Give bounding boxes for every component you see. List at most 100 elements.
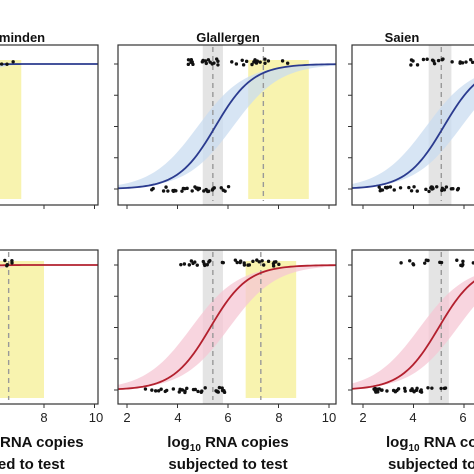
positive-result-point	[266, 59, 271, 63]
negative-result-point	[181, 186, 186, 191]
lod95-interval-yellow	[0, 60, 22, 199]
negative-result-point	[177, 390, 181, 394]
positive-result-point	[5, 264, 9, 268]
panel-3	[0, 249, 99, 408]
negative-result-point	[385, 389, 389, 393]
negative-result-point	[220, 386, 224, 390]
positive-result-point	[424, 258, 429, 262]
positive-result-point	[461, 259, 465, 264]
negative-result-point	[407, 185, 411, 190]
x-axis-label-rest: RNA copies	[201, 434, 289, 451]
negative-result-point	[196, 187, 200, 192]
panel-2: Saien	[348, 30, 474, 209]
negative-result-point	[185, 386, 189, 391]
positive-result-point	[233, 258, 238, 262]
x-tick-label-mid-4: 4	[174, 410, 181, 425]
negative-result-point	[439, 386, 443, 391]
positive-result-point	[261, 263, 266, 267]
positive-result-point	[263, 61, 267, 65]
positive-result-point	[470, 60, 474, 65]
negative-result-point	[193, 185, 197, 189]
negative-result-point	[171, 387, 176, 391]
logistic-fit-curve	[118, 264, 336, 391]
positive-result-point	[459, 263, 463, 268]
positive-result-point	[208, 60, 212, 64]
positive-result-point	[189, 259, 194, 263]
x-axis-label-mid-line1: log10 RNA copies	[167, 434, 288, 454]
negative-result-point	[430, 386, 434, 390]
panel-plot-area	[352, 250, 474, 404]
positive-result-point	[190, 60, 194, 64]
positive-result-point	[439, 260, 444, 265]
positive-result-point	[241, 63, 246, 67]
negative-result-point	[398, 186, 403, 190]
negative-result-point	[412, 390, 416, 394]
positive-result-point	[208, 259, 212, 263]
negative-result-point	[156, 389, 161, 393]
x-axis-label-subscript: 10	[190, 443, 202, 454]
negative-result-point	[222, 388, 226, 393]
positive-result-point	[201, 58, 205, 63]
negative-result-point	[196, 389, 200, 394]
negative-result-point	[165, 388, 169, 393]
positive-result-point	[430, 58, 435, 62]
negative-result-point	[191, 387, 196, 392]
negative-result-point	[202, 189, 206, 193]
positive-result-point	[230, 60, 234, 64]
positive-result-point	[250, 62, 254, 67]
positive-result-point	[263, 57, 267, 61]
negative-result-point	[166, 189, 170, 193]
positive-result-point	[257, 260, 261, 264]
negative-result-point	[216, 390, 220, 394]
negative-result-point	[403, 389, 407, 393]
positive-result-point	[432, 61, 437, 66]
positive-result-point	[409, 58, 414, 62]
logistic-fit-curve	[0, 264, 98, 267]
positive-result-point	[240, 58, 244, 62]
x-axis-label-right-rest: RNA copies	[420, 434, 474, 451]
positive-result-point	[3, 258, 7, 263]
x-tick-label-right-2: 2	[359, 410, 366, 425]
positive-result-point	[266, 259, 271, 264]
positive-result-point	[423, 261, 427, 265]
positive-result-point	[216, 63, 220, 67]
panel-title: Saien	[385, 30, 420, 45]
x-tick-label-mid-6: 6	[224, 410, 231, 425]
confidence-band	[352, 276, 474, 389]
positive-result-point	[182, 262, 187, 266]
positive-result-point	[409, 63, 413, 67]
positive-result-point	[234, 62, 239, 66]
negative-result-point	[143, 387, 148, 391]
positive-result-point	[411, 263, 416, 267]
negative-result-point	[451, 186, 455, 191]
positive-result-point	[458, 61, 462, 65]
positive-result-point	[271, 264, 276, 268]
x-axis-label-prefix: log	[167, 434, 190, 451]
panel-frame	[0, 249, 99, 405]
positive-result-point	[186, 58, 191, 62]
positive-result-point	[258, 60, 262, 64]
x-tick-label-right-4: 4	[409, 410, 416, 425]
negative-result-point	[174, 189, 178, 193]
x-axis-label-right-line2: subjected to test	[388, 456, 474, 473]
panel-5	[348, 249, 474, 408]
x-axis-label-right-subscript: 10	[409, 443, 421, 454]
positive-result-point	[204, 61, 209, 66]
x-axis-label-left-line2: subjected to test	[0, 456, 65, 473]
x-axis-label-left-rest: RNA copies	[0, 434, 84, 451]
negative-result-point	[388, 185, 393, 189]
positive-result-point	[187, 263, 192, 267]
panel-plot-area	[118, 250, 336, 404]
negative-result-point	[180, 189, 184, 193]
positive-result-point	[408, 259, 412, 263]
positive-result-point	[244, 59, 249, 64]
negative-result-point	[219, 186, 223, 190]
panel-frame	[0, 44, 99, 206]
negative-result-point	[150, 388, 154, 392]
positive-result-point	[455, 258, 459, 262]
positive-result-point	[272, 260, 277, 264]
negative-result-point	[377, 185, 381, 189]
logistic-fit-curve	[0, 63, 98, 66]
positive-result-point	[436, 58, 441, 63]
